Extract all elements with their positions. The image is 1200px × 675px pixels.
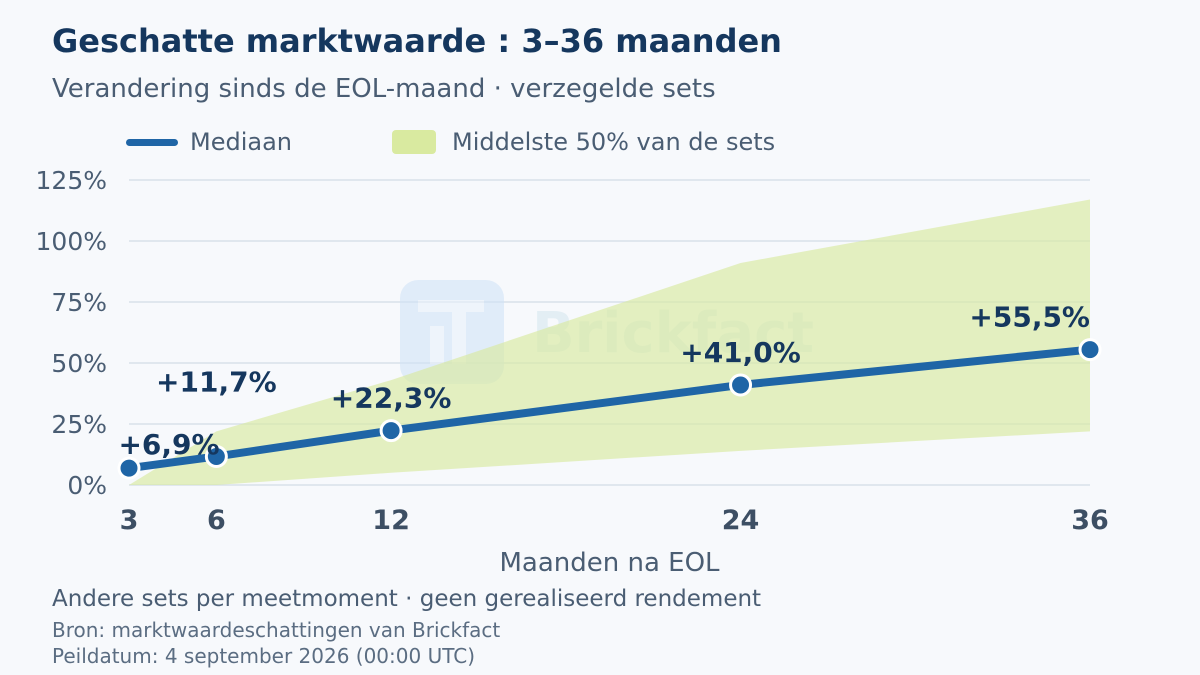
x-axis-label: Maanden na EOL [499,548,720,578]
as-of-date: Peildatum: 4 september 2026 (00:00 UTC) [52,644,476,668]
iqr-band [129,199,1090,485]
chart-title: Geschatte marktwaarde : 3–36 maanden [52,22,782,60]
legend-item-median: Mediaan [126,128,292,156]
median-point [379,419,403,443]
median-point [204,444,228,468]
x-tick-label: 24 [722,505,760,536]
x-tick-label: 6 [207,505,226,536]
data-label: +11,7% [156,365,277,398]
legend-median-label: Mediaan [190,128,292,156]
source-note: Bron: marktwaardeschattingen van Brickfa… [52,618,501,642]
median-points [117,338,1102,480]
data-label: +41,0% [680,336,801,369]
y-tick-label: 75% [51,288,107,317]
y-tick-label: 50% [51,349,107,378]
data-label: +6,9% [118,428,219,461]
chart-subtitle: Verandering sinds de EOL-maand · verzege… [52,74,716,104]
legend-band-swatch [392,130,436,154]
y-tick-label: 25% [51,410,107,439]
x-tick-label: 36 [1071,505,1109,536]
legend-item-band: Middelste 50% van de sets [392,128,775,156]
x-tick-label: 12 [372,505,410,536]
y-tick-label: 0% [67,471,107,500]
legend: Mediaan Middelste 50% van de sets [126,124,775,160]
y-tick-label: 100% [36,227,107,256]
y-tick-label: 125% [36,166,107,195]
median-point [1078,338,1102,362]
legend-median-swatch [126,138,178,146]
footnote: Andere sets per meetmoment · geen gereal… [52,586,762,612]
legend-band-label: Middelste 50% van de sets [452,128,776,156]
median-point [117,456,141,480]
data-label: +22,3% [331,382,452,415]
x-tick-label: 3 [120,505,139,536]
data-label: +55,5% [969,301,1090,334]
data-labels: +6,9% +11,7% +22,3% +41,0% +55,5% [118,301,1090,462]
band-layer [129,199,1090,485]
median-point [729,373,753,397]
